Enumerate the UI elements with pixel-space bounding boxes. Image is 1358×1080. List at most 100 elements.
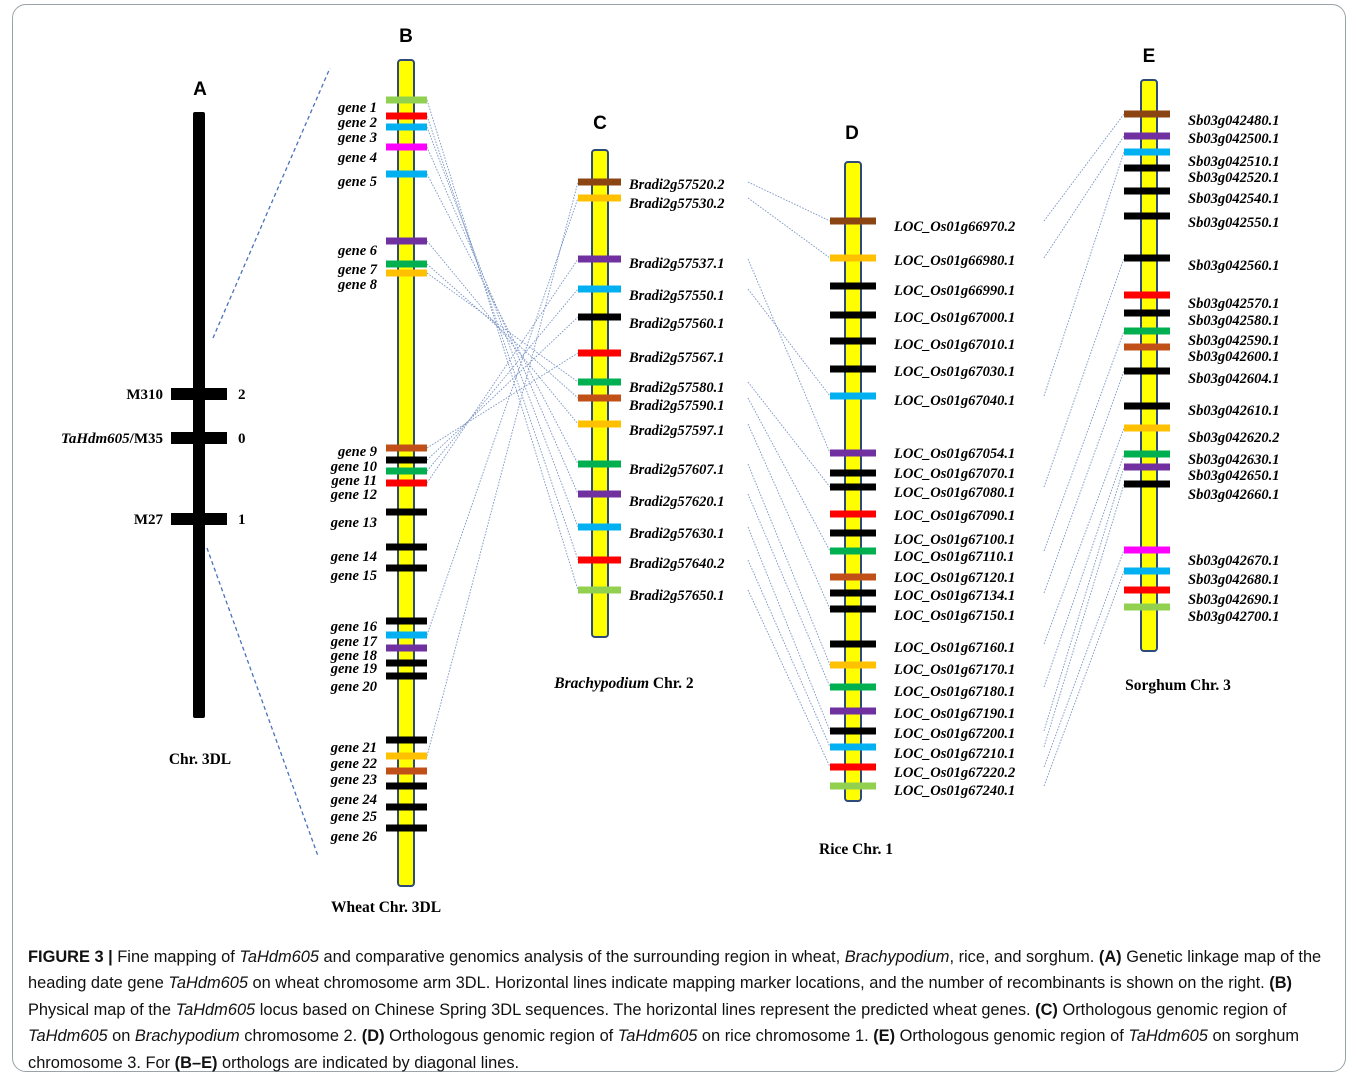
gene-label-1: Sb03g042480.1 [1188, 113, 1279, 129]
rice-sorghum-link-8 [1043, 453, 1125, 688]
gene-band-22 [386, 752, 427, 760]
caption-part-17: on [107, 1027, 135, 1046]
chromosome-name-italic: Brachypodium [553, 675, 649, 692]
wheat-brachypodium-link-8 [426, 272, 579, 383]
gene-label-15: LOC_Os01g67134.1 [893, 588, 1015, 604]
gene-label-20: Sb03g042690.1 [1188, 592, 1279, 608]
gene-band-13 [578, 556, 621, 564]
wheat-brachypodium-link-5 [426, 173, 579, 465]
gene-label-13: Sb03g042610.1 [1188, 403, 1279, 419]
gene-band-3 [1124, 148, 1170, 156]
figure-frame [12, 4, 1346, 1072]
gene-label-21: Sb03g042700.1 [1188, 609, 1279, 625]
gene-label-9: LOC_Os01g67070.1 [893, 466, 1015, 482]
rice-genes: LOC_Os01g66970.2 LOC_Os01g66980.1 LOC_Os01… [830, 217, 1015, 799]
brachypodium-rice-link-5 [747, 381, 831, 488]
gene-band-4 [1124, 164, 1170, 172]
caption-part-8: TaHdm605 [168, 974, 248, 993]
panel-b-letter: B [399, 26, 413, 47]
gene-band-14 [578, 586, 621, 594]
gene-label-1: gene 1 [337, 100, 377, 116]
gene-band-21 [1124, 603, 1170, 611]
marker-name-plain: M27 [134, 512, 164, 528]
gene-label-15: Sb03g042630.1 [1188, 452, 1279, 468]
gene-label-8: gene 8 [337, 277, 378, 293]
gene-label-14: LOC_Os01g67120.1 [893, 570, 1015, 586]
gene-label-16: Sb03g042650.1 [1188, 468, 1279, 484]
brachypodium-rice-link-11 [747, 559, 831, 748]
caption-part-6: (A) [1098, 948, 1122, 966]
gene-band-13 [386, 508, 427, 516]
gene-label-7: gene 7 [337, 262, 378, 278]
gene-label-2: gene 2 [337, 115, 377, 131]
comparative-map-diagram: A M310 2 TaHdm605/M35 0 M27 1 Chr. 3DL B gene… [61, 26, 1279, 916]
gene-band-11 [1124, 343, 1170, 351]
gene-band-1 [578, 178, 621, 186]
brachypodium-rice-link-12 [747, 589, 831, 768]
rice-sorghum-link-4 [1043, 257, 1125, 488]
gene-label-21: LOC_Os01g67200.1 [893, 726, 1015, 742]
figure-caption: FIGURE 3 | Fine mapping of TaHdm605 and … [28, 944, 1344, 1076]
panel-c-chromosome-name: Brachypodium Chr. 2 [553, 675, 694, 692]
wheat-brachypodium-link-7 [426, 263, 579, 399]
gene-label-13: LOC_Os01g67110.1 [893, 549, 1014, 565]
linkage-marker-2 [171, 432, 227, 444]
gene-band-5 [578, 313, 621, 321]
gene-label-7: LOC_Os01g67040.1 [893, 393, 1015, 409]
brachypodium-chromosome-bar [591, 149, 609, 638]
gene-label-7: Bradi2g57580.1 [628, 380, 724, 396]
gene-label-3: gene 3 [337, 130, 377, 146]
caption-part-15: Orthologous genomic region of [1057, 1000, 1287, 1019]
gene-band-6 [1124, 212, 1170, 220]
gene-label-3: LOC_Os01g66990.1 [893, 283, 1015, 299]
gene-label-20: gene 20 [330, 679, 377, 695]
panel-e-chromosome-name: Sorghum Chr. 3 [1125, 677, 1231, 694]
gene-band-16 [830, 605, 876, 613]
caption-part-29: orthologs are indicated by diagonal line… [217, 1053, 520, 1072]
gene-band-8 [578, 394, 621, 402]
gene-band-9 [578, 420, 621, 428]
gene-band-13 [1124, 402, 1170, 410]
gene-label-22: gene 22 [330, 756, 377, 772]
gene-band-10 [830, 483, 876, 491]
gene-band-24 [386, 782, 427, 790]
panel-e-letter: E [1143, 46, 1156, 67]
gene-label-23: gene 23 [330, 772, 377, 788]
rice-sorghum-link-3 [1043, 151, 1125, 397]
wheat-brachypodium-link-9 [426, 352, 579, 449]
ortholog-links [426, 99, 1125, 787]
caption-part-5: , rice, and sorghum. [949, 948, 1099, 966]
gene-band-1 [1124, 110, 1170, 118]
gene-band-23 [386, 767, 427, 775]
gene-label-2: LOC_Os01g66980.1 [893, 253, 1015, 269]
gene-band-10 [386, 456, 427, 464]
rice-sorghum-link-12 [1043, 570, 1125, 787]
gene-band-14 [386, 543, 427, 551]
gene-label-10: Sb03g042590.1 [1188, 333, 1279, 349]
gene-band-3 [830, 282, 876, 290]
gene-band-10 [1124, 327, 1170, 335]
zoom-line-top [212, 67, 331, 339]
panel-d-letter: D [845, 123, 859, 144]
gene-band-16 [386, 617, 427, 625]
gene-label-6: Sb03g042550.1 [1188, 215, 1279, 231]
gene-band-6 [578, 349, 621, 357]
gene-band-16 [1124, 463, 1170, 471]
gene-label-21: gene 21 [330, 740, 377, 756]
gene-band-7 [578, 378, 621, 386]
gene-label-12: gene 12 [330, 487, 377, 503]
gene-band-6 [386, 237, 427, 245]
gene-band-20 [1124, 586, 1170, 594]
caption-part-12: TaHdm605 [175, 1000, 256, 1019]
brachypodium-rice-link-10 [747, 526, 831, 732]
gene-band-24 [830, 782, 876, 790]
caption-body: Fine mapping of TaHdm605 and comparative… [28, 948, 1321, 1072]
gene-band-5 [830, 337, 876, 345]
panel-a-letter: A [193, 79, 207, 100]
gene-label-10: gene 10 [330, 459, 377, 475]
wheat-brachypodium-link-14 [426, 181, 579, 757]
gene-band-6 [830, 365, 876, 373]
caption-part-7: Genetic linkage map of the heading date … [28, 948, 1322, 993]
